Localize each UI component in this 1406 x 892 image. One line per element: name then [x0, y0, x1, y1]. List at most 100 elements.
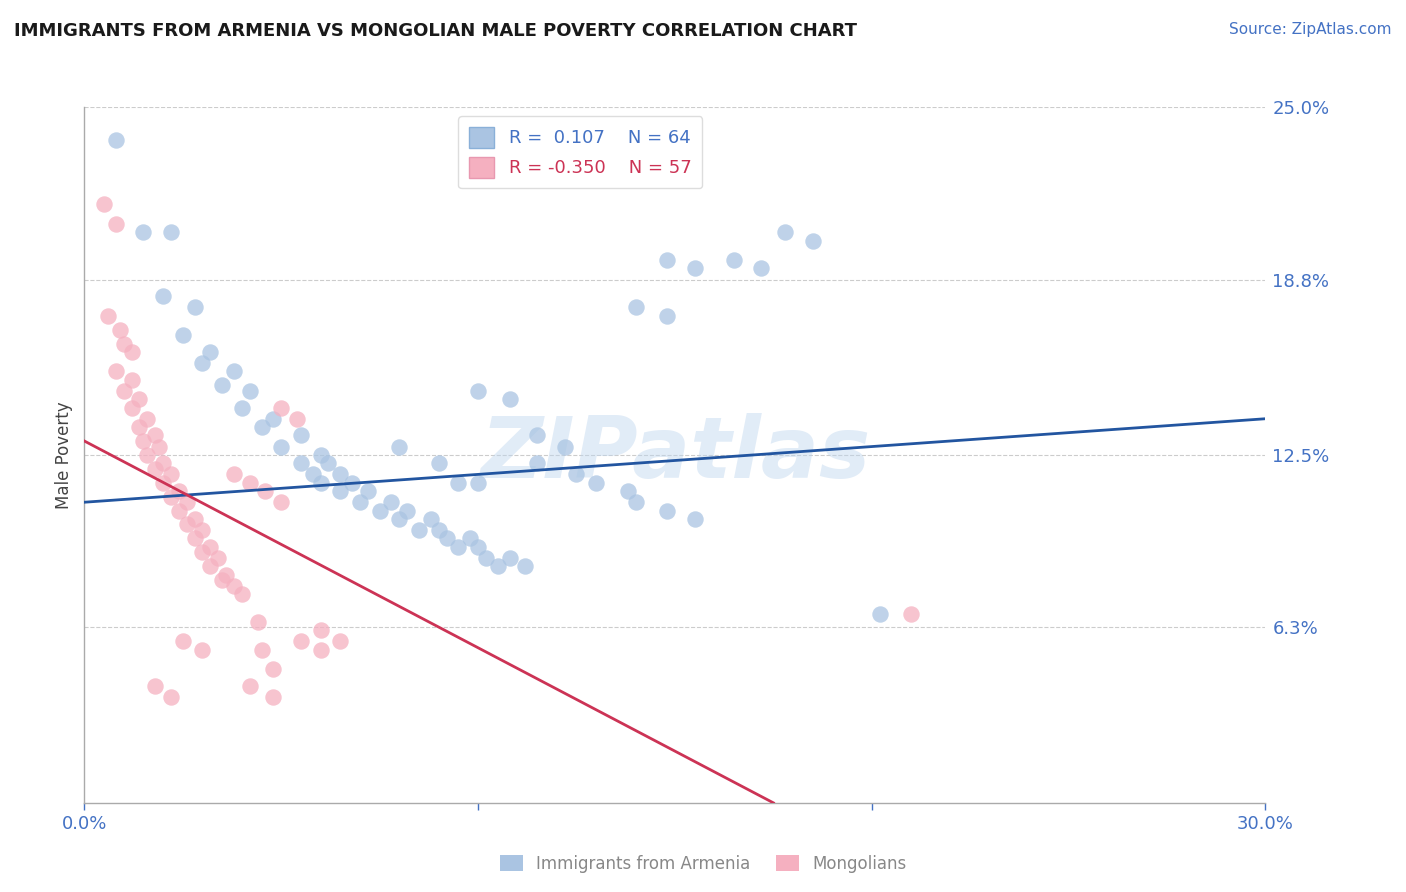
- Point: [329, 467, 352, 482]
- Point: [121, 373, 143, 387]
- Point: [801, 234, 824, 248]
- Point: [191, 356, 214, 370]
- Text: Source: ZipAtlas.com: Source: ZipAtlas.com: [1229, 22, 1392, 37]
- Point: [176, 517, 198, 532]
- Point: [231, 587, 253, 601]
- Point: [239, 384, 262, 398]
- Point: [467, 540, 489, 554]
- Point: [290, 456, 312, 470]
- Point: [427, 523, 450, 537]
- Point: [104, 217, 127, 231]
- Legend: R =  0.107    N = 64, R = -0.350    N = 57: R = 0.107 N = 64, R = -0.350 N = 57: [458, 116, 703, 188]
- Point: [128, 392, 150, 407]
- Point: [498, 550, 520, 565]
- Point: [152, 475, 174, 490]
- Point: [388, 512, 411, 526]
- Point: [290, 634, 312, 648]
- Point: [211, 573, 233, 587]
- Point: [329, 484, 352, 499]
- Point: [301, 467, 323, 482]
- Point: [183, 512, 205, 526]
- Point: [176, 495, 198, 509]
- Point: [419, 512, 441, 526]
- Point: [143, 428, 166, 442]
- Point: [148, 440, 170, 454]
- Point: [239, 475, 262, 490]
- Text: ZIPatlas: ZIPatlas: [479, 413, 870, 497]
- Point: [290, 428, 312, 442]
- Point: [250, 420, 273, 434]
- Point: [231, 401, 253, 415]
- Y-axis label: Male Poverty: Male Poverty: [55, 401, 73, 508]
- Point: [270, 401, 292, 415]
- Point: [167, 484, 190, 499]
- Point: [655, 503, 678, 517]
- Point: [132, 225, 155, 239]
- Point: [136, 411, 159, 425]
- Point: [340, 475, 363, 490]
- Point: [160, 467, 183, 482]
- Point: [136, 448, 159, 462]
- Point: [270, 440, 292, 454]
- Point: [254, 484, 277, 499]
- Point: [211, 378, 233, 392]
- Point: [167, 503, 190, 517]
- Text: IMMIGRANTS FROM ARMENIA VS MONGOLIAN MALE POVERTY CORRELATION CHART: IMMIGRANTS FROM ARMENIA VS MONGOLIAN MAL…: [14, 22, 858, 40]
- Point: [357, 484, 380, 499]
- Point: [270, 495, 292, 509]
- Point: [388, 440, 411, 454]
- Point: [262, 411, 284, 425]
- Point: [143, 679, 166, 693]
- Point: [309, 475, 332, 490]
- Point: [200, 559, 222, 574]
- Point: [526, 428, 548, 442]
- Point: [616, 484, 638, 499]
- Point: [396, 503, 419, 517]
- Point: [191, 642, 214, 657]
- Legend: Immigrants from Armenia, Mongolians: Immigrants from Armenia, Mongolians: [494, 848, 912, 880]
- Point: [723, 253, 745, 268]
- Point: [262, 662, 284, 676]
- Point: [436, 532, 458, 546]
- Point: [467, 384, 489, 398]
- Point: [108, 323, 131, 337]
- Point: [869, 607, 891, 621]
- Point: [183, 532, 205, 546]
- Point: [200, 345, 222, 359]
- Point: [773, 225, 796, 239]
- Point: [475, 550, 498, 565]
- Point: [152, 456, 174, 470]
- Point: [93, 197, 115, 211]
- Point: [262, 690, 284, 704]
- Point: [655, 253, 678, 268]
- Point: [447, 475, 470, 490]
- Point: [349, 495, 371, 509]
- Point: [121, 401, 143, 415]
- Point: [624, 495, 647, 509]
- Point: [191, 545, 214, 559]
- Point: [143, 462, 166, 476]
- Point: [486, 559, 509, 574]
- Point: [191, 523, 214, 537]
- Point: [565, 467, 588, 482]
- Point: [172, 328, 194, 343]
- Point: [447, 540, 470, 554]
- Point: [427, 456, 450, 470]
- Point: [285, 411, 308, 425]
- Point: [655, 309, 678, 323]
- Point: [121, 345, 143, 359]
- Point: [104, 133, 127, 147]
- Point: [309, 642, 332, 657]
- Point: [380, 495, 402, 509]
- Point: [160, 690, 183, 704]
- Point: [309, 624, 332, 638]
- Point: [172, 634, 194, 648]
- Point: [112, 384, 135, 398]
- Point: [498, 392, 520, 407]
- Point: [132, 434, 155, 448]
- Point: [183, 301, 205, 315]
- Point: [408, 523, 430, 537]
- Point: [152, 289, 174, 303]
- Point: [624, 301, 647, 315]
- Point: [900, 607, 922, 621]
